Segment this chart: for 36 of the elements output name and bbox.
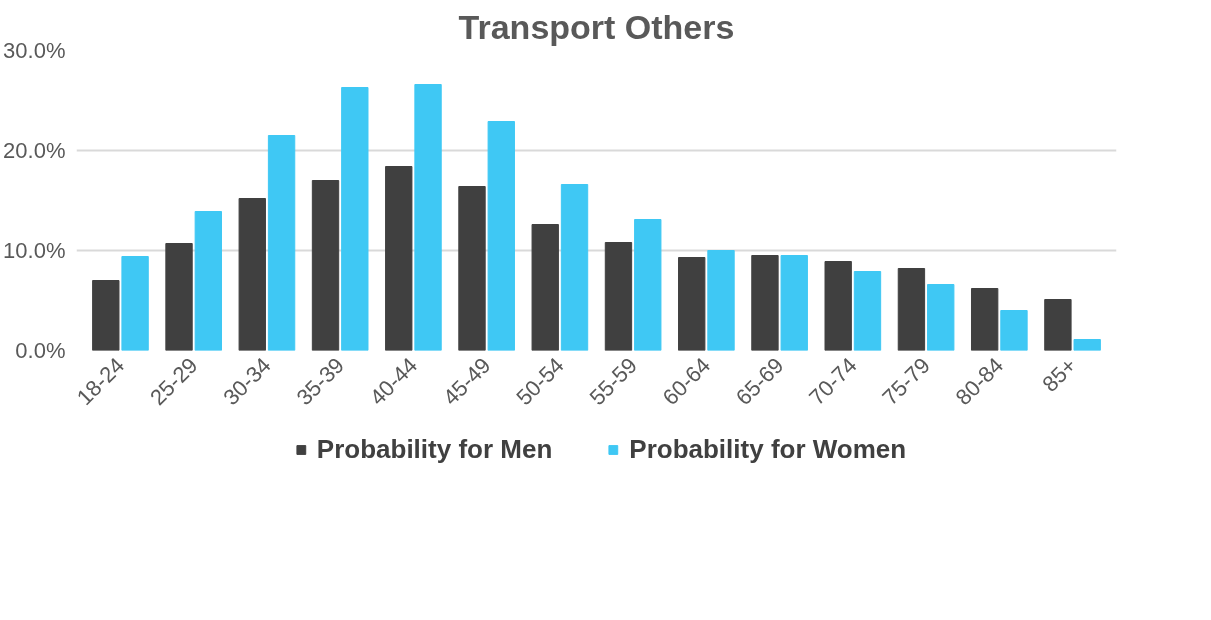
bar <box>238 198 266 351</box>
bar <box>487 121 515 351</box>
bar <box>634 219 662 351</box>
bar <box>927 284 955 351</box>
bar <box>1000 310 1028 351</box>
y-tick-label: 20.0% <box>3 138 66 163</box>
y-tick-label: 30.0% <box>3 38 66 63</box>
bar <box>165 243 193 351</box>
bar <box>604 242 633 351</box>
bar <box>92 280 120 351</box>
x-tick-label: 85+ <box>1037 352 1082 397</box>
y-tick-label: 0.0% <box>15 338 66 363</box>
bar <box>707 250 735 351</box>
bar <box>194 211 223 351</box>
bar <box>414 84 442 351</box>
bar <box>1044 299 1072 351</box>
bar <box>970 288 999 351</box>
bar <box>267 135 296 351</box>
bar <box>311 180 340 351</box>
bar <box>341 87 369 351</box>
legend-label: Probability for Women <box>629 433 907 465</box>
bar <box>780 255 808 351</box>
bar <box>897 268 926 351</box>
y-tick-label: 10.0% <box>3 238 66 263</box>
bar <box>121 256 149 351</box>
bar <box>824 261 852 351</box>
legend-label: Probability for Men <box>316 433 553 465</box>
bar <box>853 271 882 351</box>
bar <box>560 184 589 351</box>
bar <box>385 166 413 351</box>
bar <box>1073 339 1101 351</box>
bar <box>458 186 486 351</box>
chart-title: Transport Others <box>458 7 735 46</box>
bar <box>751 255 779 351</box>
bar <box>678 257 706 351</box>
bar <box>531 224 559 351</box>
